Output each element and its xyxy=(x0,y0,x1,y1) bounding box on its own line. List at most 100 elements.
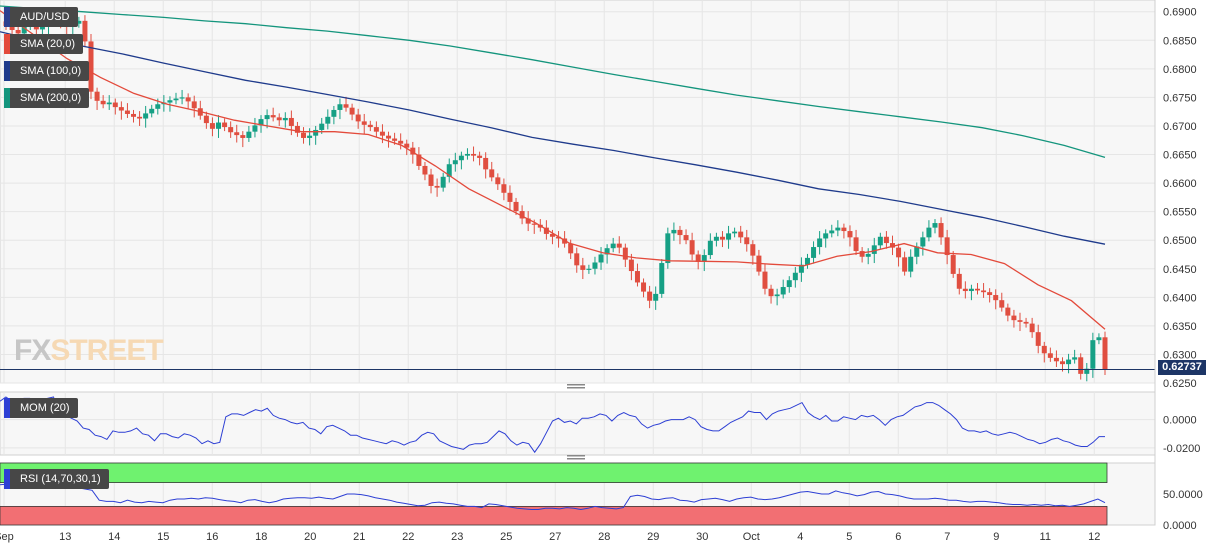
bear-candle xyxy=(853,237,859,252)
bear-candle xyxy=(513,201,519,212)
date-tick-label: 28 xyxy=(598,531,610,543)
bull-candle xyxy=(1084,368,1090,374)
pair-label[interactable]: AUD/USD xyxy=(4,7,78,27)
bull-candle xyxy=(604,248,610,255)
bull-candle xyxy=(798,264,804,273)
bear-candle xyxy=(1035,332,1041,346)
bull-candle xyxy=(701,255,707,262)
bear-candle xyxy=(1005,307,1011,316)
date-tick-label: 16 xyxy=(206,531,218,543)
bull-candle xyxy=(713,236,719,241)
sma20-label[interactable]: SMA (20,0) xyxy=(4,34,84,54)
bull-candle xyxy=(458,155,464,161)
bear-candle xyxy=(9,25,15,30)
bear-candle xyxy=(1017,320,1023,322)
bull-candle xyxy=(149,108,155,114)
bear-candle xyxy=(549,233,555,237)
bear-candle xyxy=(270,115,276,118)
bear-candle xyxy=(209,123,215,129)
bull-candle xyxy=(325,116,331,124)
bear-candle xyxy=(428,174,434,186)
mom-swatch xyxy=(4,398,10,418)
bear-candle xyxy=(647,291,653,301)
price-tick-label: 0.6550 xyxy=(1163,207,1197,219)
bear-candle xyxy=(556,236,562,239)
sma100-label[interactable]: SMA (100,0) xyxy=(4,61,90,81)
date-tick-label: 22 xyxy=(402,531,414,543)
bear-candle xyxy=(276,117,282,121)
mom-line xyxy=(0,396,1105,454)
sma20-swatch xyxy=(4,34,10,54)
bear-candle xyxy=(616,243,622,248)
bull-candle xyxy=(143,113,149,119)
sma200-label[interactable]: SMA (200,0) xyxy=(4,88,90,108)
bull-candle xyxy=(598,254,604,263)
bear-candle xyxy=(859,251,865,257)
bull-candle xyxy=(877,236,883,246)
bull-candle xyxy=(835,227,841,231)
bear-candle xyxy=(1041,345,1047,354)
bear-candle xyxy=(422,165,428,175)
splitter-grip-1a xyxy=(567,455,585,457)
bull-candle xyxy=(871,245,877,254)
bear-candle xyxy=(501,184,507,193)
date-tick-label: 20 xyxy=(304,531,316,543)
sma-line-20 xyxy=(0,10,1106,330)
bear-candle xyxy=(641,282,647,292)
date-tick-label: 4 xyxy=(797,531,803,543)
bull-candle xyxy=(246,131,252,138)
bear-candle xyxy=(1047,353,1053,358)
bear-candle xyxy=(203,115,209,124)
bear-candle xyxy=(495,177,501,185)
mom-label[interactable]: MOM (20) xyxy=(4,398,78,418)
bull-candle xyxy=(592,262,598,269)
bull-candle xyxy=(774,294,780,297)
bear-candle xyxy=(343,104,349,108)
bull-candle xyxy=(732,231,738,234)
bear-candle xyxy=(768,288,774,297)
bull-candle xyxy=(1072,357,1078,360)
bull-candle xyxy=(440,176,446,188)
bull-candle xyxy=(464,153,470,156)
bull-candle xyxy=(446,164,452,177)
bull-candle xyxy=(780,287,786,295)
bear-candle xyxy=(1029,323,1035,333)
bear-candle xyxy=(477,155,483,158)
date-tick-label: Sep xyxy=(0,531,14,543)
bear-candle xyxy=(404,143,410,148)
bull-candle xyxy=(264,115,270,120)
date-tick-label: 11 xyxy=(1040,531,1051,543)
bear-candle xyxy=(938,223,944,238)
rsi-swatch xyxy=(4,469,10,489)
bull-candle xyxy=(707,240,713,256)
bull-candle xyxy=(1096,337,1102,341)
bear-candle xyxy=(902,257,908,272)
mom-panel-bg xyxy=(0,391,1156,456)
date-tick-label: 29 xyxy=(647,531,659,543)
bear-candle xyxy=(100,100,106,105)
date-tick-label: 27 xyxy=(549,531,561,543)
date-tick-label: 9 xyxy=(993,531,999,543)
pair-swatch xyxy=(4,7,10,27)
bear-candle xyxy=(580,265,586,270)
bull-candle xyxy=(926,227,932,238)
date-tick-label: 21 xyxy=(353,531,365,543)
sma100-text: SMA (100,0) xyxy=(20,65,82,77)
bear-candle xyxy=(1059,361,1065,365)
bear-candle xyxy=(689,240,695,255)
bull-candle xyxy=(914,246,920,257)
main-panel-bg xyxy=(0,0,1156,384)
bear-candle xyxy=(744,237,750,245)
price-tick-label: 0.6350 xyxy=(1163,321,1197,333)
bear-candle xyxy=(683,235,689,241)
price-tick-label: 0.6800 xyxy=(1163,64,1197,76)
bear-candle xyxy=(361,121,367,125)
bull-candle xyxy=(155,104,161,109)
rsi-label[interactable]: RSI (14,70,30,1) xyxy=(4,469,109,489)
bear-candle xyxy=(355,114,361,122)
bull-candle xyxy=(786,280,792,288)
date-tick-label: 18 xyxy=(255,531,267,543)
splitter-grip-0a xyxy=(567,384,585,386)
bear-candle xyxy=(981,290,987,293)
bear-candle xyxy=(483,157,489,170)
